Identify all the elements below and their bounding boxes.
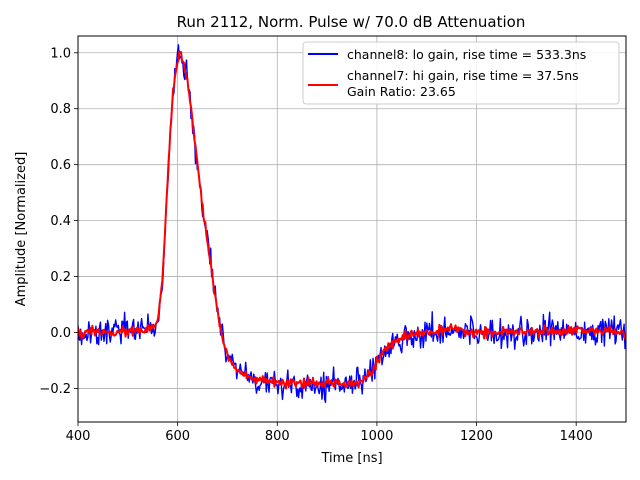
- x-tick-label: 1400: [560, 429, 593, 444]
- x-tick-label: 400: [66, 429, 91, 444]
- y-axis-label: Amplitude [Normalized]: [14, 152, 29, 307]
- y-tick-label: 0.4: [50, 214, 71, 229]
- x-tick-label: 600: [165, 429, 190, 444]
- legend-text-gain-ratio: Gain Ratio: 23.65: [347, 84, 456, 99]
- series-line-channel7: [78, 50, 626, 390]
- series-layer: [78, 44, 626, 404]
- legend-box: [302, 41, 620, 105]
- legend-text-channel8: channel8: lo gain, rise time = 533.3ns: [347, 47, 586, 62]
- y-tick-label: 1.0: [50, 46, 71, 61]
- plot-frame: [77, 35, 627, 423]
- y-tick-label: 0.6: [50, 158, 71, 173]
- y-tick-label: −0.2: [39, 382, 71, 397]
- grid: [77, 36, 626, 422]
- legend: channel8: lo gain, rise time = 533.3ns c…: [302, 41, 620, 105]
- x-tick-label: 1000: [360, 429, 393, 444]
- chart-title: Run 2112, Norm. Pulse w/ 70.0 dB Attenua…: [177, 13, 526, 31]
- x-tick-label: 800: [265, 429, 290, 444]
- ticks: 400 600 800 1000 1200 1400 −0.2 0.0 0.2 0.4 0.6 0.8…: [39, 46, 592, 444]
- y-tick-label: 0.2: [50, 270, 71, 285]
- y-tick-label: 0.8: [50, 102, 71, 117]
- x-tick-label: 1200: [460, 429, 493, 444]
- x-axis-label: Time [ns]: [320, 451, 382, 466]
- y-tick-label: 0.0: [50, 326, 71, 341]
- legend-text-channel7: channel7: hi gain, rise time = 37.5ns: [347, 68, 579, 83]
